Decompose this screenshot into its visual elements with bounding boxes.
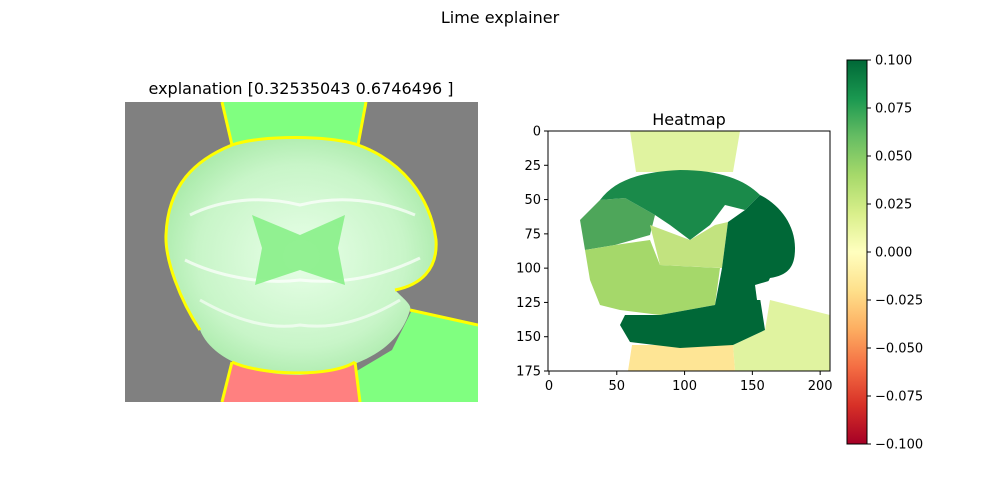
- colorbar: [846, 59, 868, 445]
- heatmap-segment-brain-upper-ring: [600, 170, 760, 240]
- heatmap-frame: [547, 130, 831, 372]
- colorbar-tick-label: −0.050: [875, 342, 923, 357]
- heatmap-segment-right-bottom: [733, 300, 830, 371]
- heatmap-x-tick-label: 100: [672, 379, 697, 394]
- heatmap-image: [548, 131, 830, 371]
- colorbar-tick-label: 0.025: [875, 198, 912, 213]
- colorbar-tick-label: 0.075: [875, 102, 912, 117]
- heatmap-y-tick-label: 50: [524, 193, 541, 208]
- colorbar-ticks: 0.100 0.075 0.050 0.025 0.000 −0.025 −0.050 −0.…: [867, 54, 923, 453]
- heatmap-segment-brain-center: [650, 222, 728, 268]
- heatmap-y-tick-label: 100: [516, 262, 541, 277]
- explanation-image: [125, 102, 478, 402]
- heatmap-x-ticks: 0 50 100 150 200: [545, 371, 833, 394]
- heatmap-y-tick-label: 175: [516, 365, 541, 380]
- heatmap-segment-brain-left-inner: [585, 240, 720, 315]
- heatmap-segment-brain-right-ring: [620, 195, 795, 348]
- colorbar-tick-label: 0.050: [875, 150, 912, 165]
- heatmap-y-tick-label: 0: [533, 125, 541, 140]
- figure-suptitle: Lime explainer: [441, 8, 560, 27]
- colorbar-tick-label: 0.100: [875, 54, 912, 69]
- heatmap-y-tick-label: 75: [524, 227, 541, 242]
- heatmap-segment-bottom-center: [628, 345, 735, 371]
- colorbar-tick-label: −0.075: [875, 390, 923, 405]
- heatmap-x-tick-label: 200: [808, 379, 833, 394]
- heatmap-y-ticks: 0 25 50 75 100 125 150 175: [516, 125, 548, 380]
- heatmap-y-tick-label: 150: [516, 330, 541, 345]
- colorbar-tick-label: −0.025: [875, 294, 923, 309]
- heatmap-y-tick-label: 125: [516, 296, 541, 311]
- heatmap-title: Heatmap: [652, 110, 726, 129]
- heatmap-x-tick-label: 50: [609, 379, 626, 394]
- colorbar-tick-label: −0.100: [875, 438, 923, 453]
- heatmap-x-tick-label: 150: [740, 379, 765, 394]
- heatmap-x-tick-label: 0: [545, 379, 553, 394]
- explanation-title: explanation [0.32535043 0.6746496 ]: [149, 79, 454, 98]
- heatmap-y-tick-label: 25: [524, 159, 541, 174]
- colorbar-tick-label: 0.000: [875, 246, 912, 261]
- heatmap-segment-brain-left-outer: [580, 198, 655, 250]
- heatmap-segment-top-center: [630, 131, 740, 172]
